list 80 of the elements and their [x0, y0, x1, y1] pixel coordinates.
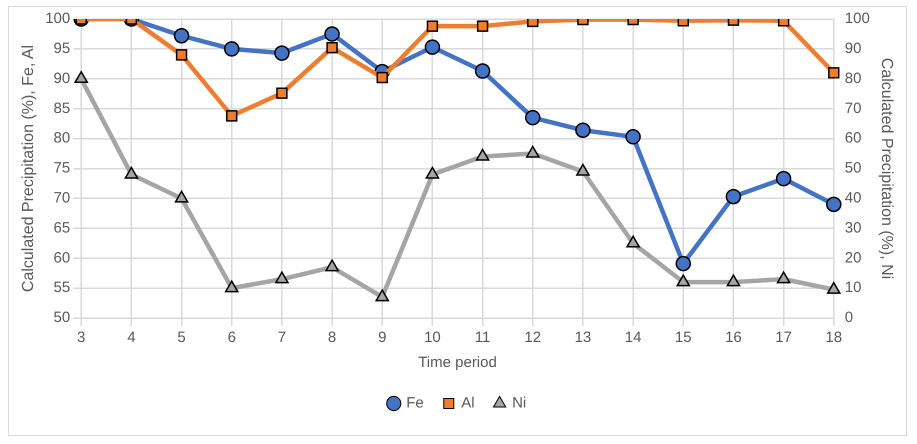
x-tick-label: 11 — [474, 329, 490, 346]
y2-tick-label: 70 — [844, 100, 862, 117]
point — [726, 188, 742, 204]
x-tick-label: 18 — [825, 329, 842, 346]
y-axis-title: Calculated Precipitation (%), Fe, Al — [20, 44, 38, 292]
point — [626, 236, 640, 248]
y2-tick-label: 50 — [844, 160, 862, 177]
point — [176, 49, 188, 61]
point — [726, 274, 740, 286]
point — [526, 146, 540, 158]
point — [525, 110, 541, 126]
x-tick-label: 16 — [725, 329, 742, 346]
point — [776, 271, 790, 284]
point — [575, 122, 591, 138]
point — [174, 190, 188, 203]
legend-label: Fe — [406, 394, 424, 412]
y2-tick-label: 0 — [844, 309, 854, 326]
point — [828, 67, 840, 79]
y2-tick-label: 80 — [844, 70, 862, 87]
x-tick-label: 9 — [378, 329, 386, 346]
y-tick-label: 55 — [54, 279, 70, 296]
point — [325, 259, 339, 272]
point — [426, 166, 440, 179]
point — [224, 280, 239, 292]
y-tick-label: 90 — [54, 70, 70, 87]
point — [676, 274, 690, 286]
legend-label: Ni — [512, 394, 526, 412]
point — [226, 110, 238, 122]
x-axis-title: Time period — [418, 354, 497, 372]
y-tick-label: 95 — [54, 40, 70, 58]
point — [476, 20, 488, 32]
point — [376, 72, 388, 84]
point — [474, 63, 490, 79]
point — [274, 45, 290, 61]
y-tick-label: 70 — [54, 190, 70, 207]
point — [174, 28, 190, 44]
point — [424, 39, 440, 55]
x-tick-label: 4 — [127, 329, 136, 346]
y-tick-label: 60 — [54, 249, 70, 266]
point — [676, 256, 692, 272]
x-tick-label: 8 — [328, 329, 336, 346]
y2-tick-label: 100 — [844, 10, 870, 28]
x-tick-label: 5 — [177, 329, 186, 346]
point — [426, 20, 438, 32]
y-tick-label: 80 — [54, 130, 70, 147]
y-tick-label: 50 — [54, 309, 70, 326]
y2-tick-label: 60 — [844, 130, 862, 147]
point — [324, 26, 340, 42]
x-tick-label: 6 — [228, 329, 236, 346]
x-tick-label: 15 — [674, 329, 692, 346]
point — [826, 196, 842, 212]
point — [375, 289, 390, 302]
x-tick-label: 17 — [775, 329, 792, 346]
y-tick-label: 85 — [54, 100, 70, 117]
y-tick-label: 75 — [54, 160, 70, 177]
x-tick-label: 14 — [624, 329, 642, 346]
point — [826, 282, 841, 294]
y-tick-label: 65 — [54, 219, 70, 236]
point — [476, 148, 490, 161]
point — [275, 271, 289, 284]
y2-tick-label: 90 — [844, 40, 862, 58]
y2-tick-label: 40 — [844, 190, 862, 207]
point — [776, 170, 792, 186]
legend-label: Al — [461, 394, 475, 412]
point — [124, 166, 138, 179]
x-tick-label: 10 — [424, 329, 441, 346]
y2-tick-label: 10 — [844, 279, 862, 296]
x-tick-label: 12 — [524, 329, 542, 346]
point — [224, 41, 240, 57]
y-tick-label: 100 — [45, 10, 70, 28]
point — [625, 129, 641, 145]
x-tick-label: 7 — [278, 329, 286, 346]
y2-tick-label: 20 — [844, 249, 862, 266]
point — [276, 87, 288, 99]
y2-tick-label: 30 — [844, 219, 862, 236]
x-tick-label: 3 — [77, 329, 86, 346]
point — [576, 164, 590, 176]
point — [326, 42, 338, 54]
y2-axis-title: Calculated Precipitation (%), Ni — [878, 58, 895, 280]
x-tick-label: 13 — [574, 329, 592, 346]
